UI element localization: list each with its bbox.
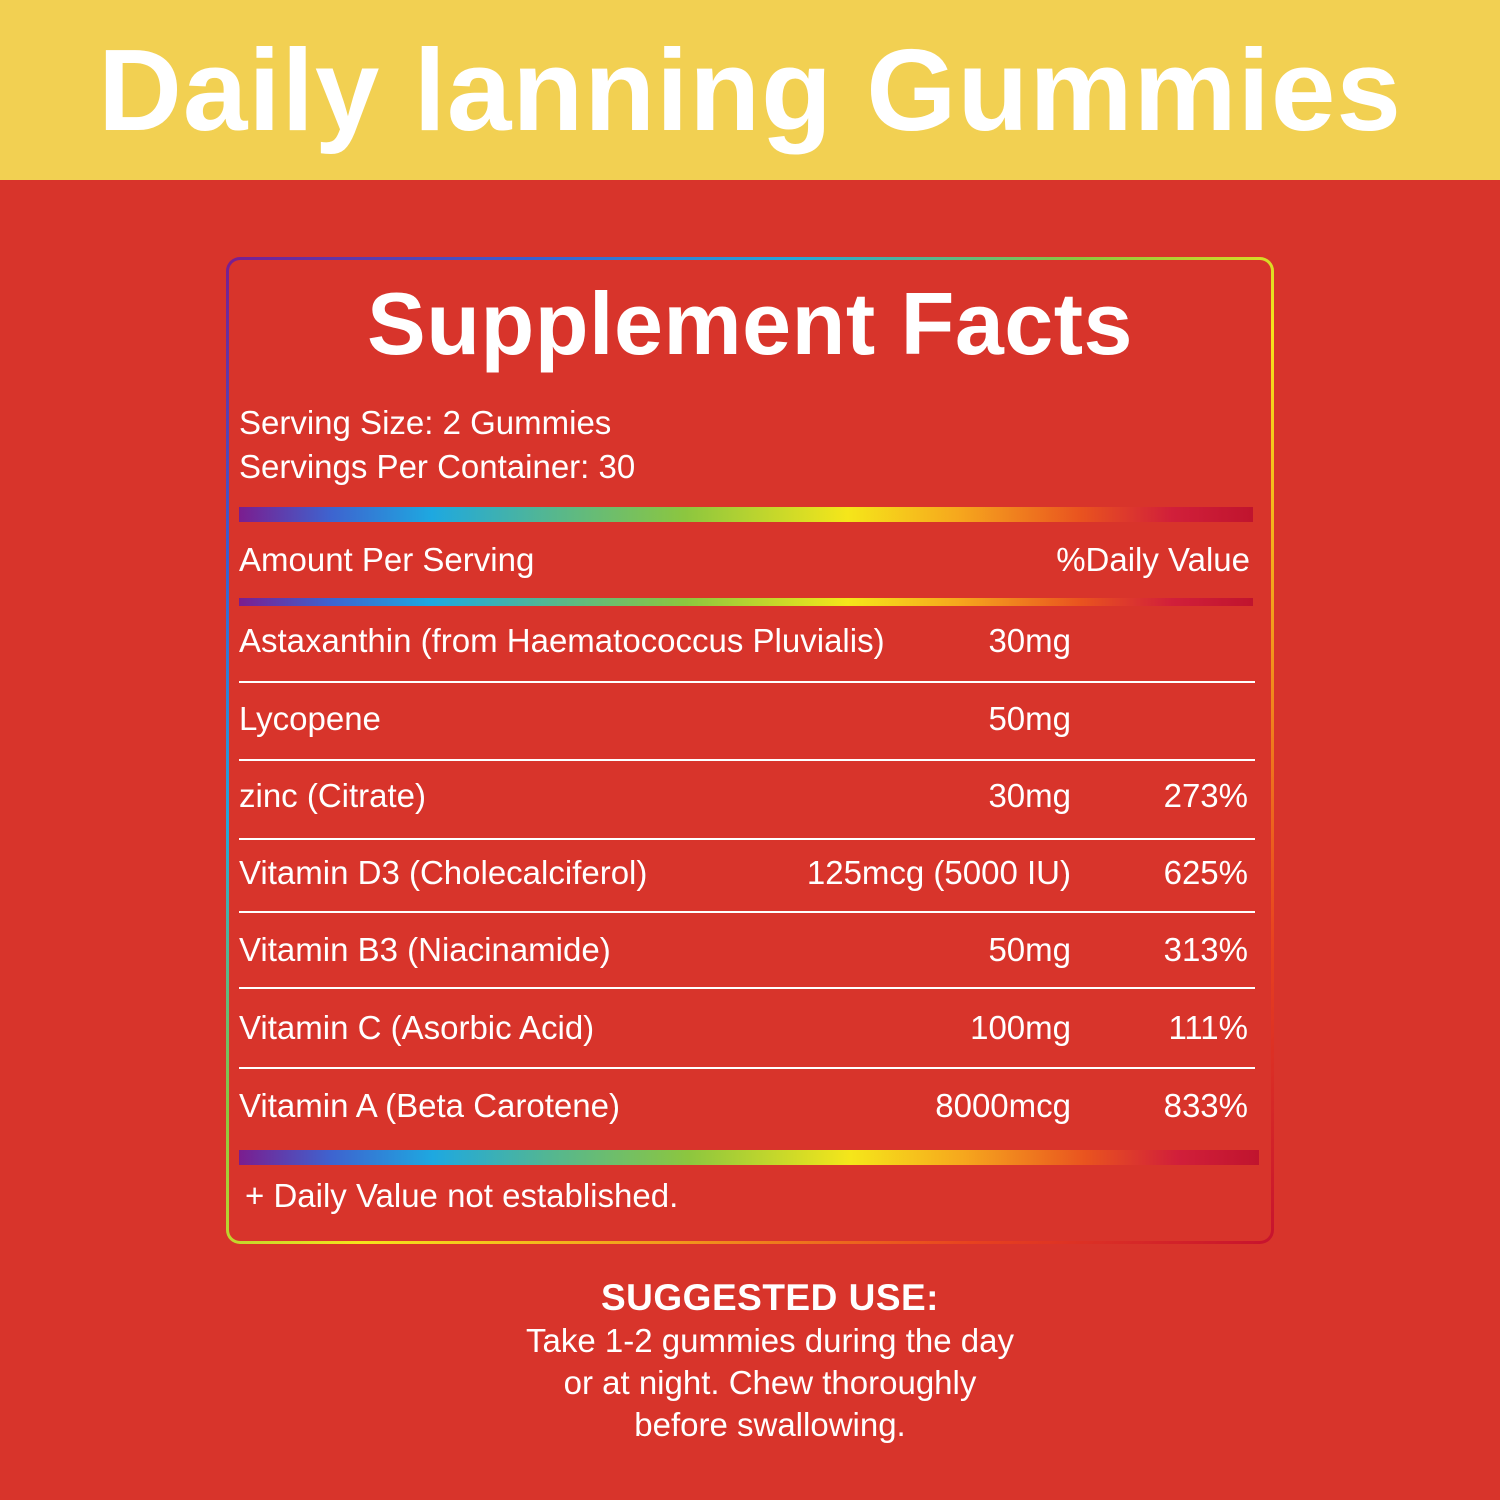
rainbow-divider-header — [239, 598, 1253, 606]
product-title: Daily lanning Gummies — [98, 25, 1402, 155]
nutrient-name: Vitamin B3 (Niacinamide) — [239, 931, 611, 968]
row-divider — [239, 911, 1255, 913]
suggested-use-line: Take 1-2 gummies during the day — [526, 1322, 1014, 1359]
top-banner: Daily lanning Gummies — [0, 0, 1500, 180]
nutrient-daily-value: 111% — [1168, 1009, 1248, 1046]
header-amount-per-serving: Amount Per Serving — [239, 541, 535, 578]
nutrient-name: Vitamin D3 (Cholecalciferol) — [239, 854, 648, 891]
nutrient-daily-value: 313% — [1163, 931, 1248, 968]
serving-size: Serving Size: 2 Gummies — [239, 404, 612, 441]
nutrient-amount: 30mg — [988, 777, 1071, 814]
nutrient-name: Astaxanthin (from Haematococcus Pluviali… — [239, 622, 885, 659]
supplement-facts-panel-inner: Supplement Facts Serving Size: 2 Gummies… — [229, 260, 1271, 1241]
row-divider — [239, 681, 1255, 683]
row-divider — [239, 838, 1255, 840]
nutrient-amount: 100mg — [970, 1009, 1071, 1046]
row-divider — [239, 759, 1255, 761]
supplement-facts-title: Supplement Facts — [367, 274, 1133, 373]
suggested-use-line: or at night. Chew thoroughly — [563, 1364, 977, 1401]
footnote: + Daily Value not established. — [245, 1177, 679, 1214]
suggested-use-line: before swallowing. — [634, 1406, 906, 1443]
row-divider — [239, 1067, 1255, 1069]
nutrient-amount: 8000mcg — [935, 1087, 1071, 1124]
rainbow-divider-top — [239, 507, 1253, 522]
supplement-facts-panel: Supplement Facts Serving Size: 2 Gummies… — [226, 257, 1274, 1244]
nutrient-name: Lycopene — [239, 700, 381, 737]
nutrient-amount: 50mg — [988, 700, 1071, 737]
nutrient-amount: 30mg — [988, 622, 1071, 659]
row-divider — [239, 987, 1255, 989]
nutrient-daily-value: 833% — [1163, 1087, 1248, 1124]
servings-per-container: Servings Per Container: 30 — [239, 448, 636, 485]
rainbow-divider-bottom — [239, 1150, 1259, 1165]
nutrient-name: zinc (Citrate) — [239, 777, 427, 814]
nutrient-daily-value: 625% — [1163, 854, 1248, 891]
header-daily-value: %Daily Value — [1056, 541, 1250, 578]
nutrient-daily-value: 273% — [1163, 777, 1248, 814]
nutrient-name: Vitamin A (Beta Carotene) — [239, 1087, 620, 1124]
nutrient-amount: 125mcg (5000 IU) — [806, 854, 1071, 891]
suggested-use-heading: SUGGESTED USE: — [601, 1277, 939, 1318]
nutrient-amount: 50mg — [988, 931, 1071, 968]
nutrient-name: Vitamin C (Asorbic Acid) — [239, 1009, 595, 1046]
